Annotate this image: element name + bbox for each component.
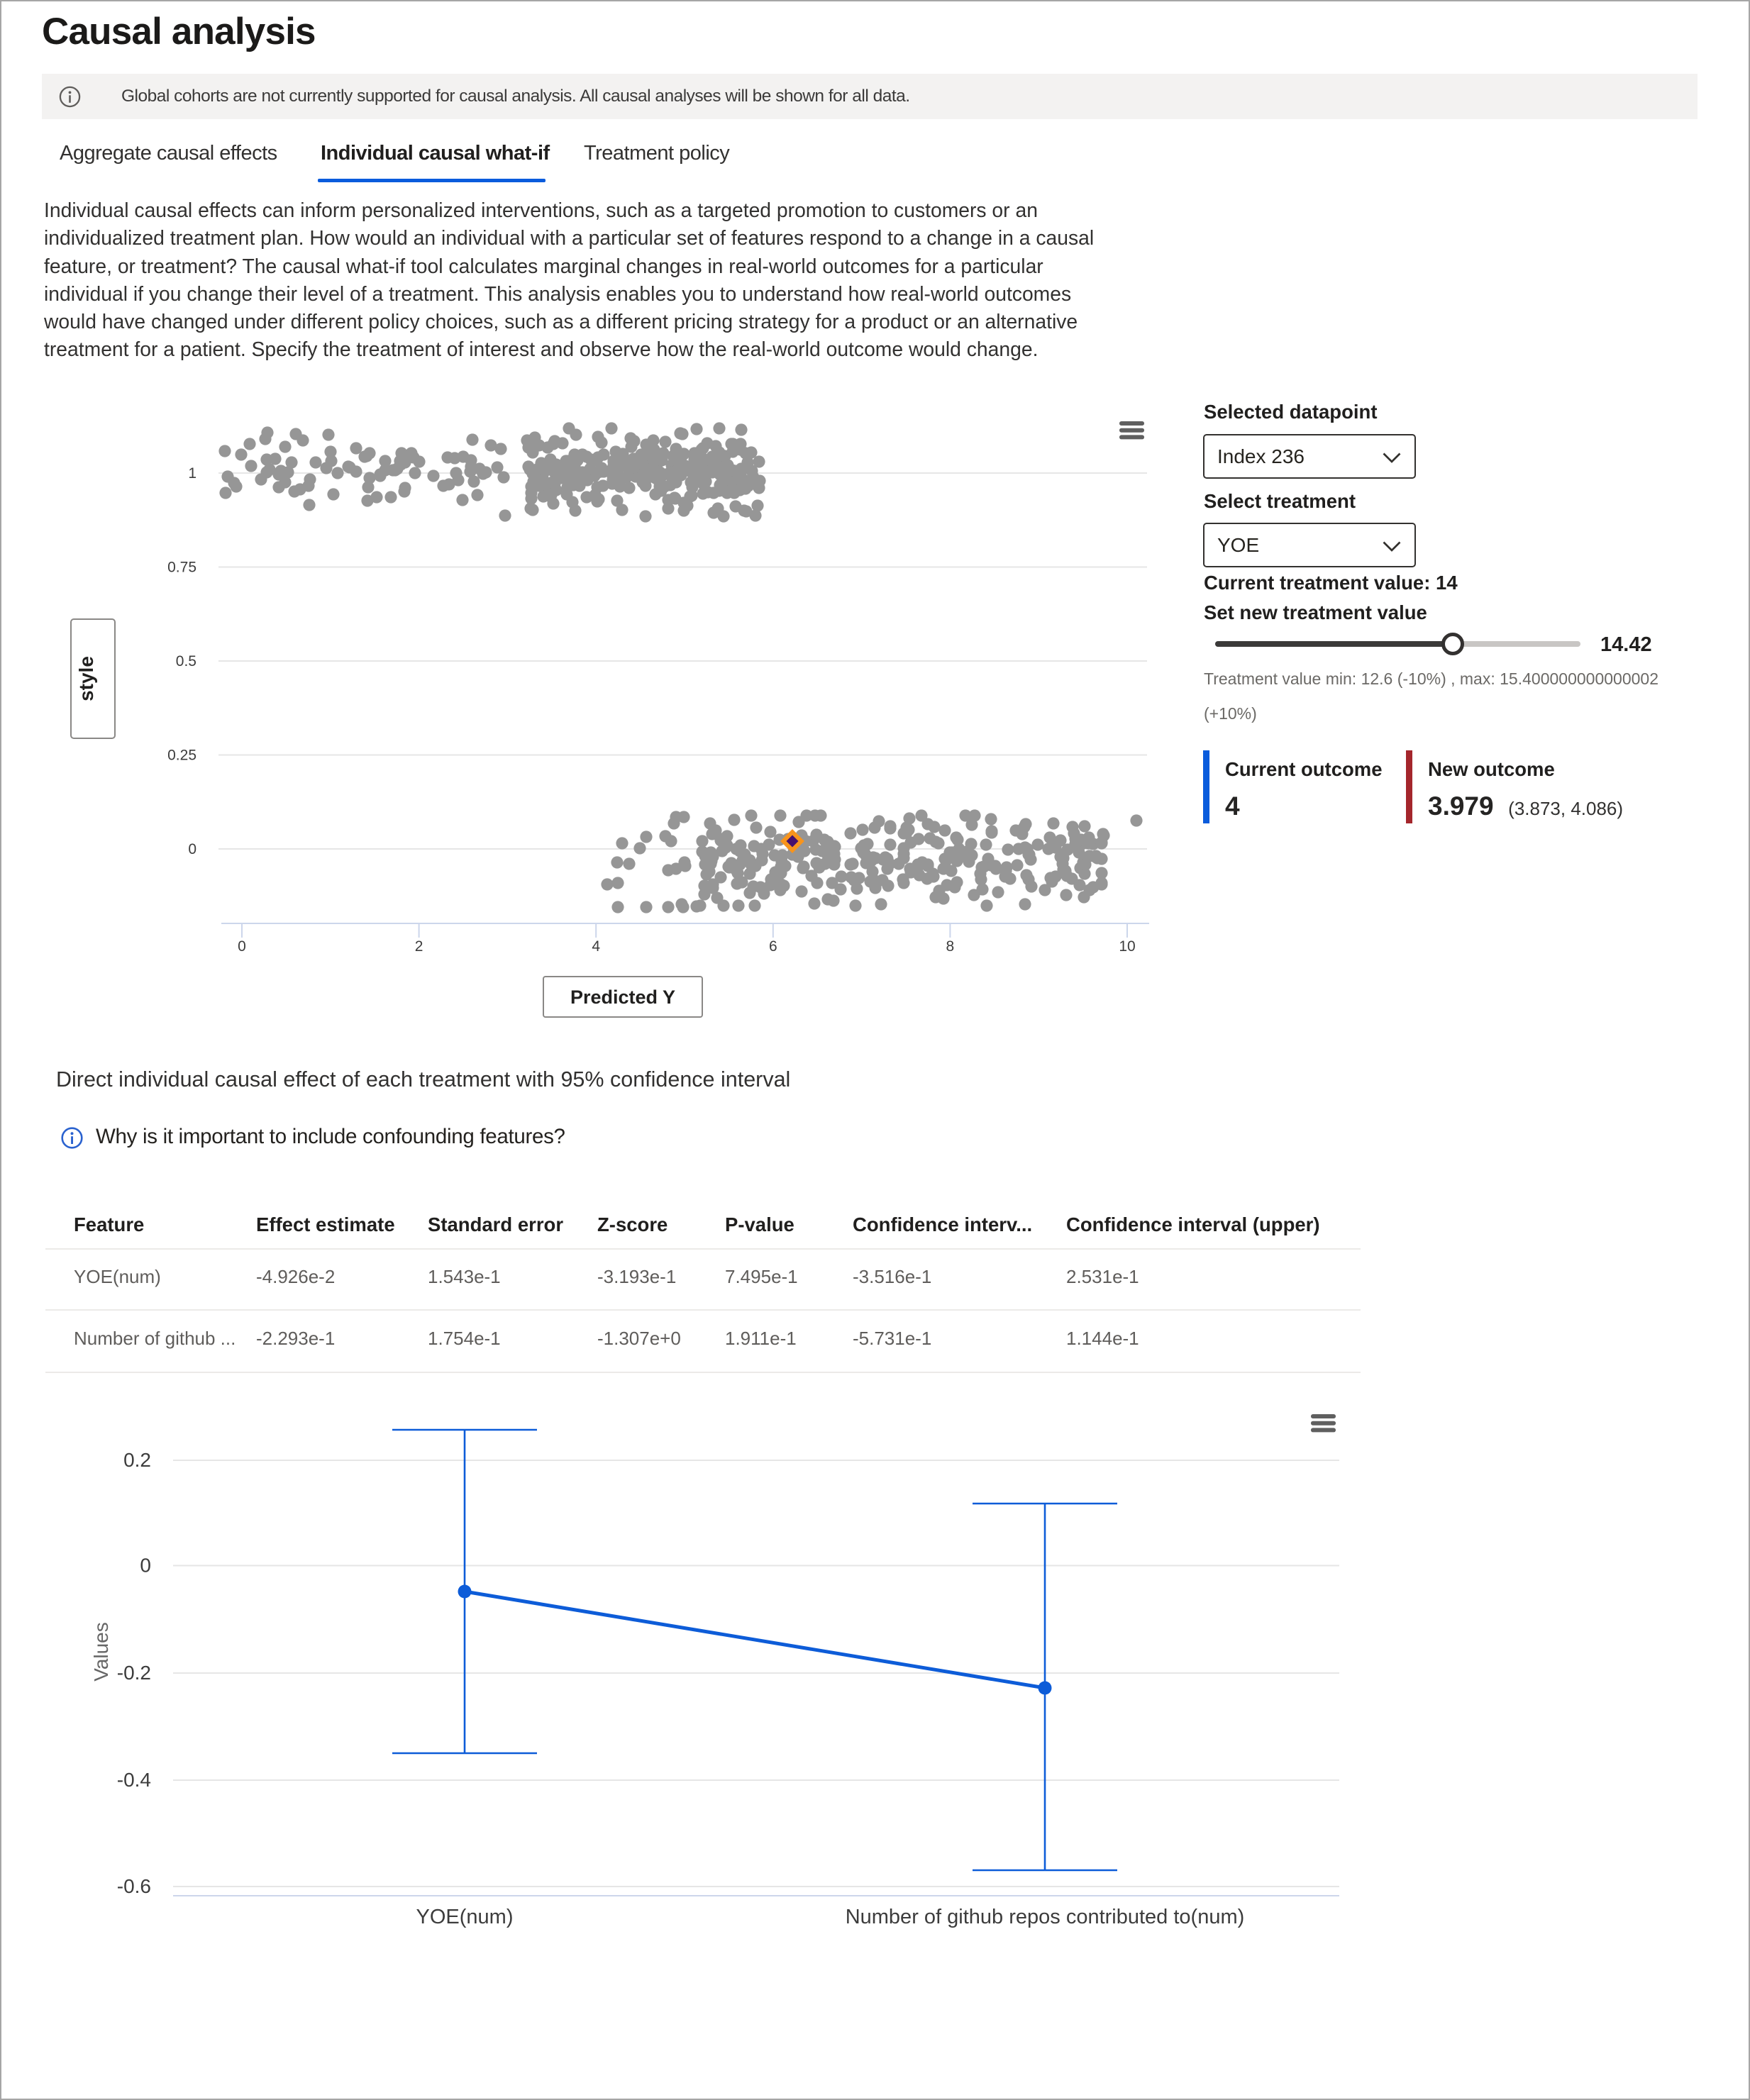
svg-text:0.5: 0.5 bbox=[176, 653, 196, 670]
svg-text:-0.6: -0.6 bbox=[117, 1875, 151, 1897]
svg-text:Predicted Y: Predicted Y bbox=[570, 987, 675, 1008]
svg-text:2: 2 bbox=[415, 938, 423, 955]
svg-text:Values: Values bbox=[90, 1622, 112, 1682]
svg-text:0: 0 bbox=[188, 841, 196, 857]
svg-text:6: 6 bbox=[769, 938, 777, 955]
svg-text:4: 4 bbox=[592, 938, 600, 955]
svg-text:0.25: 0.25 bbox=[167, 748, 196, 764]
svg-text:1: 1 bbox=[188, 465, 196, 482]
svg-text:style: style bbox=[75, 656, 97, 701]
svg-text:0: 0 bbox=[238, 938, 246, 955]
svg-text:YOE(num): YOE(num) bbox=[416, 1906, 514, 1928]
svg-text:8: 8 bbox=[946, 938, 955, 955]
svg-text:0.2: 0.2 bbox=[123, 1449, 151, 1471]
svg-text:0.75: 0.75 bbox=[167, 560, 196, 576]
svg-text:0: 0 bbox=[140, 1555, 151, 1577]
svg-text:-0.4: -0.4 bbox=[117, 1769, 151, 1791]
svg-text:10: 10 bbox=[1119, 938, 1135, 955]
svg-text:-0.2: -0.2 bbox=[117, 1662, 151, 1684]
svg-text:Number of github repos contrib: Number of github repos contributed to(nu… bbox=[846, 1906, 1245, 1928]
